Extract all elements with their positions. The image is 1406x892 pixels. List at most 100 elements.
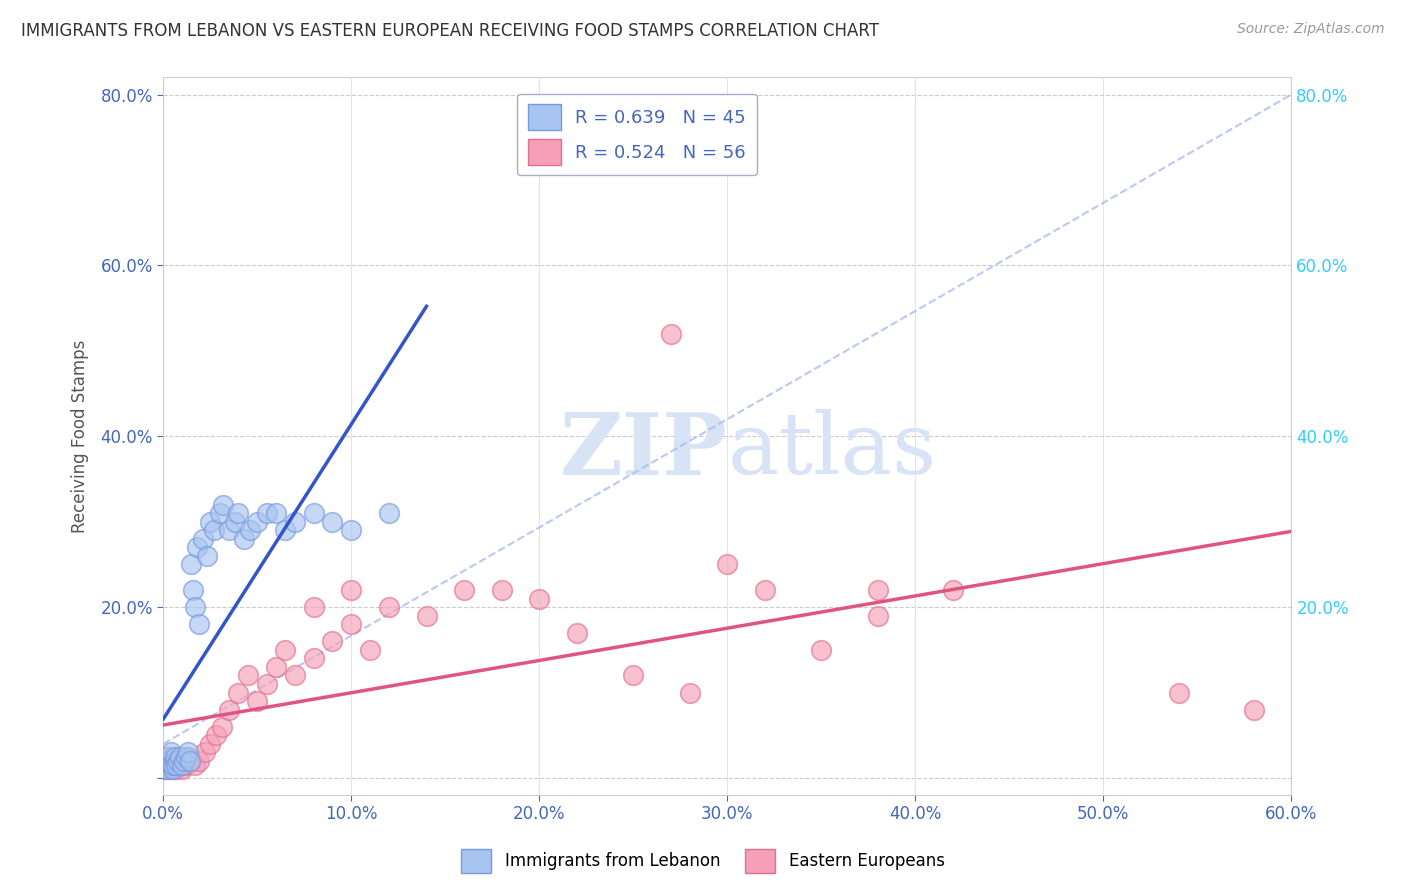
Point: [153, 763, 176, 777]
Point: [565, 625, 588, 640]
Point: [274, 643, 297, 657]
Point: [169, 754, 191, 768]
Point: [246, 515, 269, 529]
Point: [256, 677, 278, 691]
Legend: R = 0.639   N = 45, R = 0.524   N = 56: R = 0.639 N = 45, R = 0.524 N = 56: [517, 94, 756, 176]
Point: [491, 582, 513, 597]
Point: [184, 600, 207, 615]
Point: [302, 506, 325, 520]
Point: [163, 758, 186, 772]
Point: [170, 758, 193, 772]
Point: [169, 749, 191, 764]
Point: [621, 668, 644, 682]
Point: [228, 685, 250, 699]
Text: ZIP: ZIP: [560, 409, 727, 492]
Point: [191, 532, 214, 546]
Point: [866, 582, 889, 597]
Point: [157, 754, 180, 768]
Point: [180, 754, 202, 768]
Point: [529, 591, 551, 606]
Point: [165, 758, 187, 772]
Point: [659, 326, 682, 341]
Point: [183, 582, 205, 597]
Point: [218, 703, 240, 717]
Point: [200, 737, 222, 751]
Point: [679, 685, 702, 699]
Point: [174, 749, 197, 764]
Point: [218, 523, 240, 537]
Point: [153, 754, 176, 768]
Point: [359, 643, 381, 657]
Point: [340, 617, 363, 632]
Point: [754, 582, 776, 597]
Point: [453, 582, 475, 597]
Point: [205, 728, 228, 742]
Point: [173, 754, 195, 768]
Text: IMMIGRANTS FROM LEBANON VS EASTERN EUROPEAN RECEIVING FOOD STAMPS CORRELATION CH: IMMIGRANTS FROM LEBANON VS EASTERN EUROP…: [21, 22, 879, 40]
Point: [163, 754, 186, 768]
Point: [163, 754, 186, 768]
Point: [163, 749, 186, 764]
Point: [153, 754, 176, 768]
Point: [212, 498, 235, 512]
Point: [239, 523, 262, 537]
Point: [179, 754, 201, 768]
Point: [233, 532, 256, 546]
Point: [264, 506, 287, 520]
Point: [224, 515, 246, 529]
Point: [264, 660, 287, 674]
Point: [202, 523, 225, 537]
Point: [153, 763, 176, 777]
Point: [157, 754, 180, 768]
Point: [165, 763, 187, 777]
Point: [340, 582, 363, 597]
Point: [159, 758, 181, 772]
Point: [246, 694, 269, 708]
Point: [159, 749, 181, 764]
Text: atlas: atlas: [727, 409, 936, 492]
Point: [1243, 703, 1265, 717]
Point: [274, 523, 297, 537]
Point: [284, 668, 307, 682]
Point: [162, 763, 184, 777]
Point: [378, 506, 401, 520]
Point: [415, 608, 437, 623]
Point: [167, 758, 190, 772]
Point: [156, 749, 179, 764]
Point: [228, 506, 250, 520]
Text: Source: ZipAtlas.com: Source: ZipAtlas.com: [1237, 22, 1385, 37]
Point: [194, 745, 217, 759]
Legend: Immigrants from Lebanon, Eastern Europeans: Immigrants from Lebanon, Eastern Europea…: [454, 842, 952, 880]
Point: [340, 523, 363, 537]
Point: [200, 515, 222, 529]
Point: [162, 758, 184, 772]
Point: [162, 763, 184, 777]
Point: [284, 515, 307, 529]
Point: [180, 558, 202, 572]
Point: [156, 758, 179, 772]
Point: [321, 634, 343, 648]
Point: [378, 600, 401, 615]
Point: [866, 608, 889, 623]
Y-axis label: Receiving Food Stamps: Receiving Food Stamps: [72, 340, 89, 533]
Point: [173, 754, 195, 768]
Point: [177, 745, 200, 759]
Point: [156, 758, 179, 772]
Point: [184, 758, 207, 772]
Point: [159, 758, 181, 772]
Point: [716, 558, 738, 572]
Point: [159, 745, 181, 759]
Point: [302, 600, 325, 615]
Point: [157, 763, 180, 777]
Point: [302, 651, 325, 665]
Point: [186, 541, 208, 555]
Point: [188, 617, 211, 632]
Point: [170, 763, 193, 777]
Point: [167, 754, 190, 768]
Point: [256, 506, 278, 520]
Point: [188, 754, 211, 768]
Point: [1167, 685, 1189, 699]
Point: [942, 582, 965, 597]
Point: [321, 515, 343, 529]
Point: [208, 506, 231, 520]
